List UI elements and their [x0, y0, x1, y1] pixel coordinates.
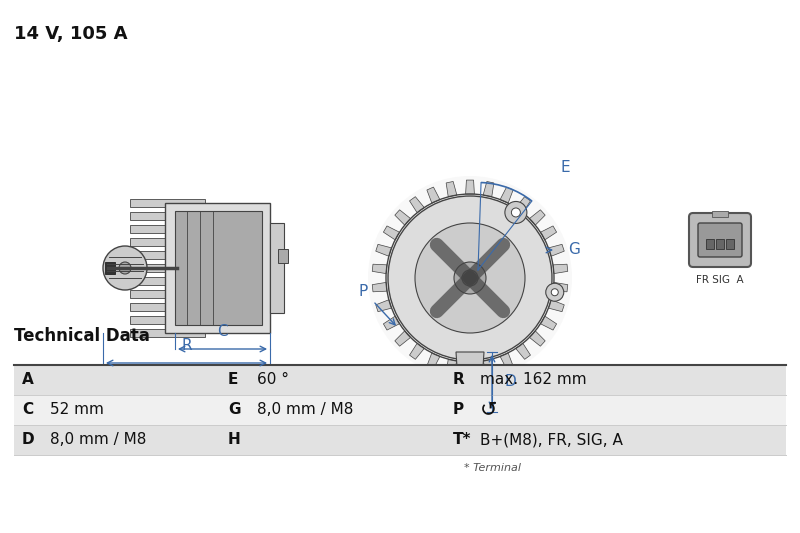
Bar [130, 199, 205, 207]
Text: ↺: ↺ [480, 399, 498, 419]
FancyBboxPatch shape [689, 213, 751, 267]
Text: T*: T* [453, 432, 471, 448]
Circle shape [462, 270, 478, 286]
Text: E: E [228, 373, 238, 387]
Text: D: D [504, 375, 516, 390]
Circle shape [454, 262, 486, 294]
Bar [716, 239, 724, 249]
Polygon shape [383, 316, 399, 330]
Bar [105, 262, 115, 274]
Polygon shape [500, 353, 513, 369]
Polygon shape [376, 244, 391, 256]
Bar [130, 212, 205, 220]
Polygon shape [516, 197, 530, 213]
Bar [130, 225, 205, 233]
Text: C: C [217, 324, 228, 339]
Polygon shape [427, 353, 440, 369]
Text: max. 162 mm: max. 162 mm [480, 373, 586, 387]
Bar [14, 425, 786, 455]
Text: 8,0 mm / M8: 8,0 mm / M8 [257, 402, 354, 417]
Text: P: P [453, 402, 464, 417]
Bar [130, 303, 205, 311]
Text: C: C [22, 402, 33, 417]
Text: H: H [228, 432, 241, 448]
Text: 14 V, 105 A: 14 V, 105 A [14, 25, 127, 43]
Polygon shape [466, 362, 474, 376]
Polygon shape [541, 316, 557, 330]
Bar [165, 203, 270, 333]
Polygon shape [410, 197, 424, 213]
Text: D: D [22, 432, 34, 448]
Circle shape [546, 283, 564, 301]
Text: B+(M8), FR, SIG, A: B+(M8), FR, SIG, A [480, 432, 623, 448]
Circle shape [368, 176, 572, 380]
Polygon shape [553, 282, 568, 292]
Polygon shape [500, 187, 513, 203]
Polygon shape [395, 210, 410, 225]
Bar [712, 211, 728, 217]
Polygon shape [466, 180, 474, 194]
Bar [278, 249, 288, 263]
Text: R: R [453, 373, 465, 387]
Circle shape [551, 289, 558, 296]
Polygon shape [410, 343, 424, 359]
Circle shape [511, 208, 520, 217]
Text: E: E [560, 160, 570, 175]
Text: FR SIG  A: FR SIG A [696, 275, 744, 285]
Polygon shape [516, 343, 530, 359]
Polygon shape [446, 359, 457, 375]
Text: Technical Data: Technical Data [14, 327, 150, 345]
Bar [130, 251, 205, 259]
Bar [130, 264, 205, 272]
Polygon shape [553, 264, 568, 273]
Polygon shape [483, 359, 494, 375]
Text: R: R [181, 338, 192, 353]
Text: 60 °: 60 ° [257, 373, 289, 387]
Text: P: P [358, 285, 368, 300]
Polygon shape [549, 300, 564, 312]
Polygon shape [456, 352, 484, 412]
Bar [726, 239, 734, 249]
Bar [130, 238, 205, 246]
Polygon shape [541, 226, 557, 240]
Polygon shape [383, 226, 399, 240]
Bar [130, 316, 205, 324]
FancyBboxPatch shape [698, 223, 742, 257]
Bar [14, 395, 786, 425]
Polygon shape [530, 210, 545, 225]
Polygon shape [372, 282, 387, 292]
Bar [175, 211, 262, 325]
Polygon shape [376, 300, 391, 312]
Circle shape [103, 246, 147, 290]
Polygon shape [427, 187, 440, 203]
Circle shape [465, 392, 475, 403]
Polygon shape [549, 244, 564, 256]
Text: G: G [228, 402, 241, 417]
Bar [130, 290, 205, 298]
Text: 8,0 mm / M8: 8,0 mm / M8 [50, 432, 146, 448]
Circle shape [388, 196, 552, 360]
Polygon shape [446, 181, 457, 197]
Polygon shape [530, 331, 545, 346]
Polygon shape [395, 331, 410, 346]
Circle shape [505, 201, 527, 223]
Bar [270, 223, 284, 313]
Text: A: A [22, 373, 34, 387]
Bar [130, 329, 205, 337]
Text: * Terminal: * Terminal [465, 463, 522, 473]
Bar [14, 365, 786, 395]
Bar [130, 277, 205, 285]
Text: G: G [568, 243, 580, 257]
Circle shape [119, 262, 131, 274]
Circle shape [415, 223, 525, 333]
Text: 52 mm: 52 mm [50, 402, 104, 417]
Polygon shape [372, 264, 387, 273]
Bar [706, 239, 714, 249]
Polygon shape [483, 181, 494, 197]
